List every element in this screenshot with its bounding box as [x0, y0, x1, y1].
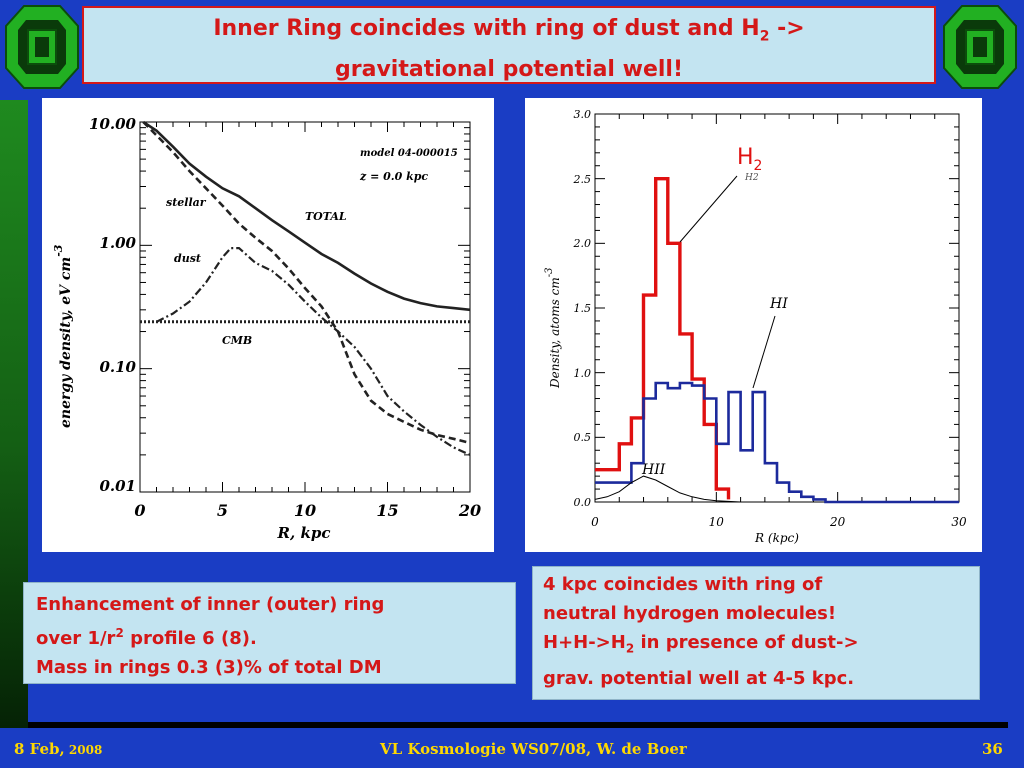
y-tick-label: 1.00	[99, 234, 136, 252]
cmb-label: CMB	[222, 334, 252, 347]
x-axis-label: R (kpc)	[754, 531, 799, 545]
energy-density-chart: 0 5 10 15 20 10.00 1.00 0.10 0.01 R, kpc…	[52, 115, 481, 542]
y-axis-label: Density, atoms cm-3	[544, 268, 562, 390]
series-line-hii	[594, 475, 741, 503]
x-tick-label: 10	[709, 515, 725, 529]
y-tick-label: 0.0	[574, 496, 592, 509]
x-tick-label: 0	[591, 515, 599, 529]
gas-density-plot: 0 10 20 30 0.0 0.5 1.0 1.5 2.0 2.5 3.0 R…	[525, 98, 982, 552]
footer-course: VL Kosmologie WS07/08, W. de Boer	[380, 740, 687, 758]
footer-band	[0, 728, 1024, 768]
y-tick-label: 1.5	[574, 302, 592, 315]
dust-label: dust	[174, 252, 201, 265]
university-logo-right-icon	[943, 5, 1017, 89]
stellar-label: stellar	[166, 196, 207, 209]
y-tick-label: 10.00	[89, 115, 137, 133]
y-tick-label: 2.5	[573, 173, 592, 186]
y-tick-label: 0.01	[99, 477, 136, 495]
gas-density-chart: 0 10 20 30 0.0 0.5 1.0 1.5 2.0 2.5 3.0 R…	[544, 108, 967, 545]
right-note-line: 4 kpc coincides with ring of	[543, 574, 823, 595]
y-tick-label: 2.0	[573, 237, 592, 250]
footer-divider	[28, 722, 1008, 728]
right-note-line: H+H->H2 in presence of dust->	[543, 632, 859, 656]
z-annotation: z = 0.0 kpc	[359, 170, 428, 183]
series-line-total	[142, 120, 471, 312]
right-note-box: 4 kpc coincides with ring of neutral hyd…	[532, 566, 980, 700]
h2-pointer-line	[679, 175, 738, 243]
x-tick-label: 20	[829, 515, 846, 529]
right-note-line: grav. potential well at 4-5 kpc.	[543, 667, 855, 689]
left-note-box: Enhancement of inner (outer) ring over 1…	[23, 582, 516, 684]
series-line-hi	[595, 381, 959, 504]
model-annotation: model 04-000015	[360, 148, 458, 159]
footer-page-number: 36	[982, 740, 1003, 758]
y-tick-label: 0.5	[574, 431, 592, 444]
page-title-line1: Inner Ring coincides with ring of dust a…	[84, 12, 934, 53]
y-tick-label: 1.0	[574, 367, 592, 380]
x-tick-label: 5	[217, 501, 228, 520]
hii-label: HII	[641, 462, 666, 478]
x-tick-label: 10	[294, 501, 316, 520]
total-label: TOTAL	[305, 210, 347, 223]
series-line-stellar	[142, 121, 471, 445]
series-line-h2	[595, 176, 731, 500]
footer-date: 8 Feb, 2008	[14, 740, 103, 758]
title-box: Inner Ring coincides with ring of dust a…	[82, 6, 936, 84]
y-tick-label: 0.10	[99, 358, 136, 376]
x-tick-label: 30	[951, 515, 967, 529]
hi-pointer-line	[752, 315, 776, 389]
x-tick-label: 20	[458, 501, 481, 520]
title-text: Inner Ring coincides with ring of dust a…	[213, 16, 760, 41]
x-axis-label: R, kpc	[277, 524, 331, 542]
y-axis-label: energy density, eV cm-3	[52, 244, 74, 428]
x-tick-label: 0	[134, 501, 145, 520]
h2-small-label: H2	[744, 173, 759, 183]
energy-density-plot: 0 5 10 15 20 10.00 1.00 0.10 0.01 R, kpc…	[42, 98, 494, 552]
hi-label: HI	[769, 296, 788, 312]
left-note-line: Mass in rings 0.3 (3)% of total DM	[36, 657, 382, 678]
h2-label: H2	[737, 145, 762, 174]
title-arrow: ->	[769, 16, 805, 41]
x-tick-label: 15	[376, 501, 398, 520]
page-title-line2: gravitational potential well!	[335, 57, 683, 83]
university-logo-left-icon	[5, 5, 79, 89]
right-note-line: neutral hydrogen molecules!	[543, 603, 837, 624]
y-tick-label: 3.0	[574, 108, 592, 121]
left-note-line: Enhancement of inner (outer) ring	[36, 594, 385, 615]
series-line-dust	[156, 247, 471, 456]
left-note-line: over 1/r2 profile 6 (8).	[36, 626, 257, 649]
title-subscript: 2	[759, 28, 770, 45]
